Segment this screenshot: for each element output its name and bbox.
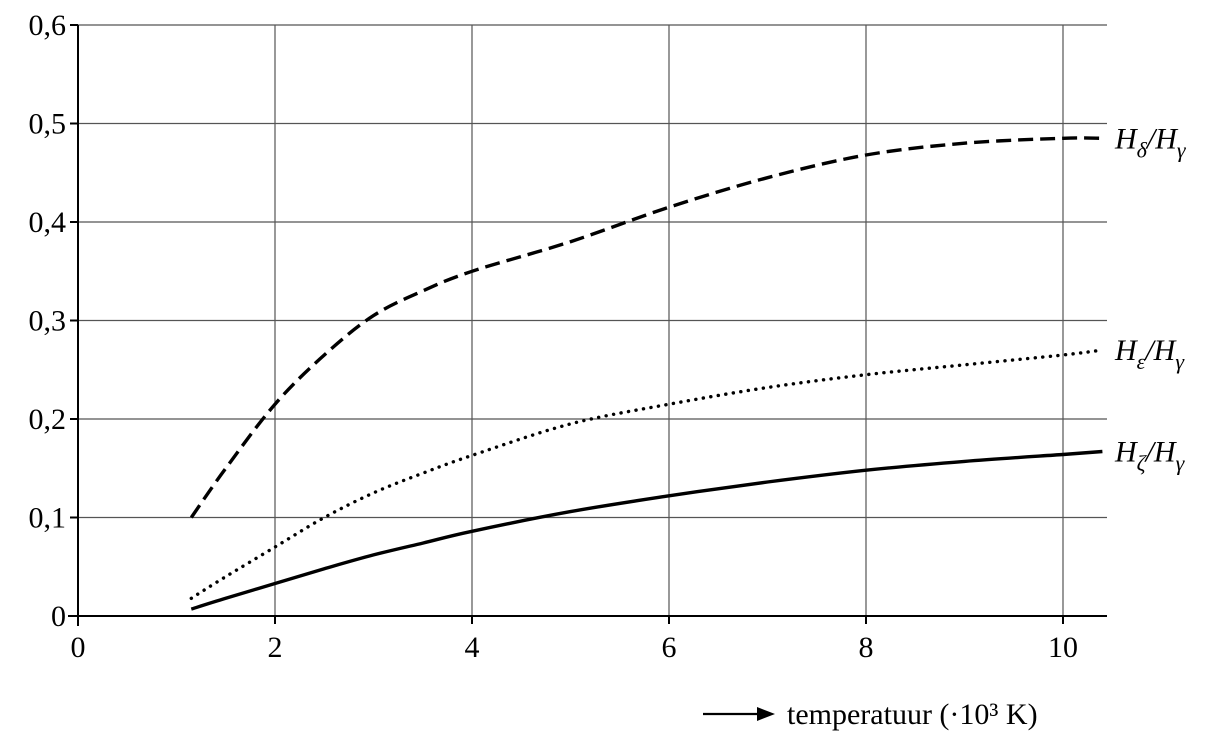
x-tick-label: 0: [71, 631, 86, 664]
y-tick-label: 0,5: [29, 108, 67, 141]
tick-labels: 0 0,1 0,2 0,3 0,4 0,5 0,6 0 2 4 6 8 10: [29, 9, 1079, 664]
data-series: [189, 136, 1105, 611]
y-tick-label: 0,2: [29, 403, 67, 436]
y-tick-label: 0: [51, 600, 66, 633]
x-tick-label: 8: [859, 631, 874, 664]
series-line-solid: [190, 449, 1103, 611]
x-tick-label: 6: [662, 631, 677, 664]
axes: [68, 24, 1107, 626]
y-tick-label: 0,6: [29, 9, 67, 42]
x-tick-label: 4: [465, 631, 480, 664]
series-line-dashed: [189, 136, 1103, 519]
y-tick-label: 0,3: [29, 305, 67, 338]
x-axis-arrow-head: [757, 707, 775, 721]
series-label: Hζ/Hγ: [1114, 436, 1186, 476]
x-axis-label-group: temperatuur (·10³ K): [703, 698, 1038, 731]
x-tick-label: 10: [1048, 631, 1078, 664]
series-label: Hε/Hγ: [1114, 334, 1185, 374]
series-labels: Hδ/Hγ Hε/Hγ Hζ/Hγ: [1114, 122, 1187, 475]
series-label: Hδ/Hγ: [1114, 122, 1187, 162]
y-tick-label: 0,4: [29, 206, 67, 239]
y-tick-label: 0,1: [29, 502, 67, 535]
x-tick-label: 2: [268, 631, 283, 664]
grid-lines: [78, 24, 1107, 616]
x-axis-label: temperatuur (·10³ K): [787, 698, 1038, 731]
series-line-dotted: [189, 348, 1105, 600]
